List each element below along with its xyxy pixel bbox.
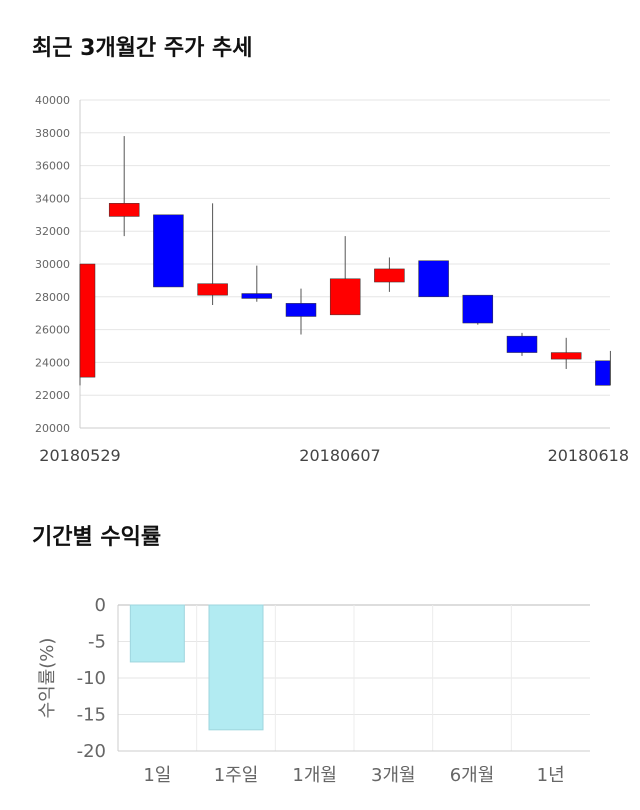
candle-body [462, 294, 494, 324]
return-bar [208, 604, 264, 731]
candle-body [241, 293, 273, 299]
candle-body [285, 303, 317, 317]
candle-body [329, 278, 361, 316]
y-tick-label: 0 [95, 595, 106, 616]
candlestick-chart: 20000 22000 24000 26000 28000 30000 32000 34000… [35, 94, 629, 465]
candle-body [418, 260, 449, 298]
y-tick-label: 32000 [35, 225, 70, 238]
candle-body [374, 268, 405, 283]
candle-body [197, 283, 228, 296]
x-category-label: 3개월 [371, 765, 416, 786]
candle-body [79, 263, 96, 378]
candle-body [108, 203, 140, 217]
y-tick-label: 30000 [35, 258, 70, 271]
candle-body [506, 335, 538, 353]
period-return-title: 기간별 수익률 [32, 525, 162, 550]
x-tick-label: 20180529 [39, 446, 120, 465]
y-tick-label: 28000 [35, 291, 70, 304]
y-axis-label: 수익률(%) [37, 638, 58, 719]
x-category-label: 1년 [537, 765, 565, 786]
y-tick-label: 22000 [35, 389, 70, 402]
y-tick-label: -10 [77, 668, 106, 689]
y-tick-label: 24000 [35, 356, 70, 369]
x-category-label: 1주일 [214, 765, 259, 786]
stock-trend-title: 최근 3개월간 주가 추세 [32, 36, 253, 61]
y-tick-label: 26000 [35, 324, 70, 337]
return-bar [129, 604, 185, 663]
x-category-label: 1일 [143, 765, 171, 786]
y-tick-label: 20000 [35, 422, 70, 435]
candle-body [153, 214, 184, 288]
candle-body [550, 352, 582, 360]
x-category-label: 1개월 [292, 765, 337, 786]
candle-body [595, 360, 611, 386]
x-tick-label: 20180607 [299, 446, 380, 465]
y-tick-label: 36000 [35, 160, 70, 173]
y-tick-label: -15 [77, 705, 106, 726]
y-tick-label: -5 [88, 632, 106, 653]
y-tick-label: 34000 [35, 192, 70, 205]
y-tick-label: 40000 [35, 94, 70, 107]
x-category-label: 6개월 [450, 765, 495, 786]
y-tick-label: -20 [77, 741, 106, 762]
x-tick-label: 20180618 [548, 446, 629, 465]
y-tick-label: 38000 [35, 127, 70, 140]
